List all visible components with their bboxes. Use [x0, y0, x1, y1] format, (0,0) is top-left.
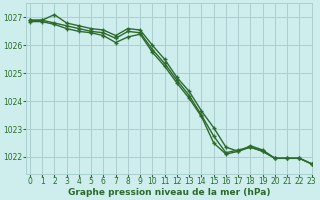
X-axis label: Graphe pression niveau de la mer (hPa): Graphe pression niveau de la mer (hPa): [68, 188, 270, 197]
